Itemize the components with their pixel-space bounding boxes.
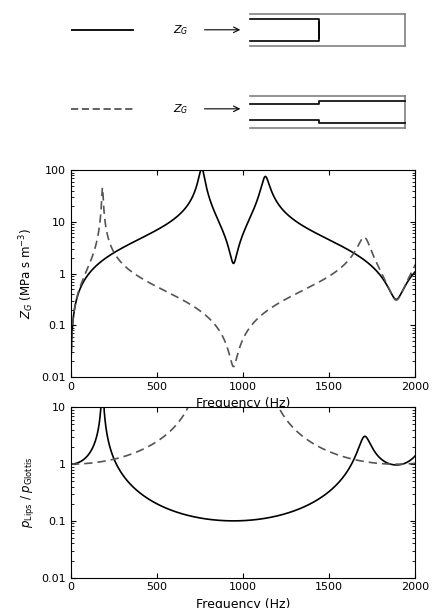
X-axis label: Frequency (Hz): Frequency (Hz)	[196, 398, 290, 410]
X-axis label: Frequency (Hz): Frequency (Hz)	[196, 598, 290, 608]
Text: $Z_G$: $Z_G$	[173, 102, 189, 116]
Text: $Z_G$: $Z_G$	[173, 23, 189, 36]
Y-axis label: $Z_G$ (MPa s m$^{-3}$): $Z_G$ (MPa s m$^{-3}$)	[17, 228, 36, 319]
Y-axis label: $p_{\rm Lips}\ /\ p_{\rm Glottis}$: $p_{\rm Lips}\ /\ p_{\rm Glottis}$	[19, 457, 36, 528]
